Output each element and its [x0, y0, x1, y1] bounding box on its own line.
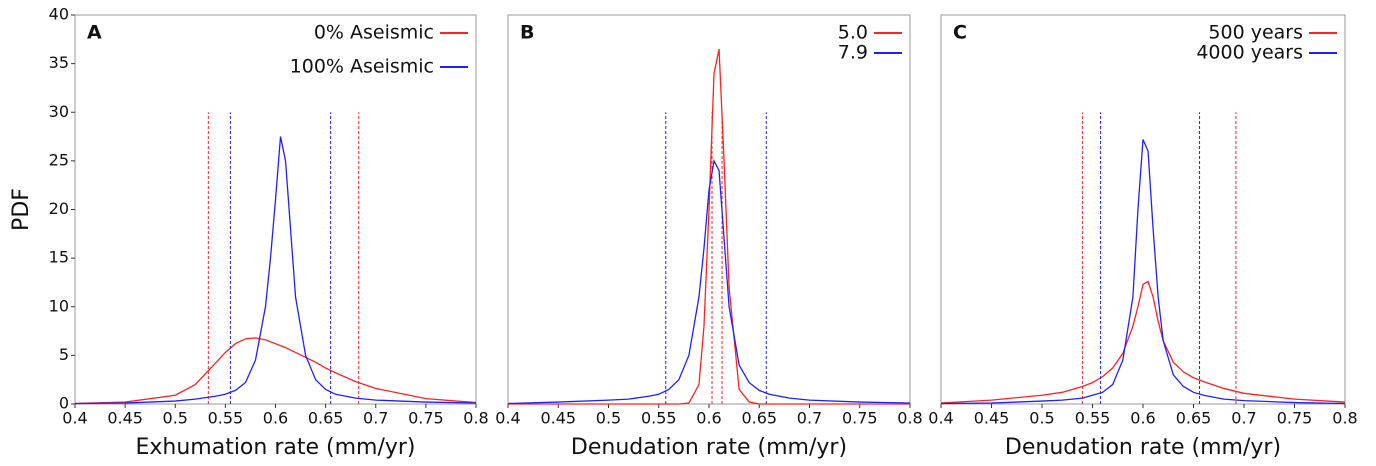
legend-label: 100% Aseismic [290, 56, 434, 78]
x-tick-label: 0.7 [797, 409, 822, 428]
x-tick-label: 0.4 [62, 409, 87, 428]
pdf-curve [940, 139, 1346, 405]
panel-letter: B [520, 22, 534, 44]
x-tick-label: 0.5 [1029, 409, 1054, 428]
x-tick-label: 0.65 [741, 409, 777, 428]
pdf-curve [74, 136, 477, 405]
x-tick-label: 0.5 [163, 409, 188, 428]
panel-letter: C [953, 22, 967, 44]
y-tick-label: 10 [49, 296, 69, 315]
x-axis-label: Denudation rate (mm/yr) [1005, 435, 1281, 460]
y-tick-label: 30 [49, 102, 69, 121]
x-tick-label: 0.4 [495, 409, 520, 428]
x-tick-label: 0.5 [596, 409, 621, 428]
legend-label: 5.0 [838, 22, 868, 44]
legend-label: 0% Aseismic [314, 22, 434, 44]
x-tick-label: 0.75 [408, 409, 444, 428]
x-tick-label: 0.8 [463, 409, 488, 428]
x-tick-label: 0.65 [308, 409, 344, 428]
legend-label: 500 years [1208, 22, 1303, 44]
legend-label: 4000 years [1196, 42, 1303, 64]
x-tick-label: 0.45 [974, 409, 1010, 428]
x-tick-label: 0.65 [1176, 409, 1212, 428]
x-tick-label: 0.8 [897, 409, 922, 428]
y-tick-label: 0 [59, 394, 69, 413]
x-tick-label: 0.7 [1231, 409, 1256, 428]
y-tick-label: 5 [59, 345, 69, 364]
x-tick-label: 0.45 [540, 409, 576, 428]
y-tick-label: 15 [49, 248, 69, 267]
pdf-curve [507, 158, 911, 405]
panel-letter: A [87, 22, 102, 44]
x-tick-label: 0.6 [696, 409, 721, 428]
x-axis-label: Denudation rate (mm/yr) [571, 435, 847, 460]
x-tick-label: 0.7 [363, 409, 388, 428]
y-tick-label: 40 [49, 5, 69, 24]
x-tick-label: 0.75 [842, 409, 878, 428]
pdf-curve [508, 48, 910, 405]
x-tick-label: 0.6 [263, 409, 288, 428]
x-tick-label: 0.8 [1332, 409, 1357, 428]
pdf-curve [74, 337, 477, 405]
x-tick-label: 0.6 [1130, 409, 1155, 428]
x-tick-label: 0.75 [1277, 409, 1313, 428]
x-tick-label: 0.45 [107, 409, 143, 428]
y-axis-label: PDF [9, 188, 34, 231]
x-axis-label: Exhumation rate (mm/yr) [135, 435, 415, 460]
x-tick-label: 0.55 [208, 409, 244, 428]
x-tick-label: 0.55 [641, 409, 677, 428]
y-tick-label: 25 [49, 150, 69, 169]
y-tick-label: 35 [49, 53, 69, 72]
y-tick-label: 20 [49, 199, 69, 218]
x-tick-label: 0.55 [1075, 409, 1111, 428]
legend-label: 7.9 [838, 42, 868, 64]
x-tick-label: 0.4 [928, 409, 953, 428]
plot-frame [940, 14, 1346, 405]
pdf-curve [940, 280, 1346, 404]
